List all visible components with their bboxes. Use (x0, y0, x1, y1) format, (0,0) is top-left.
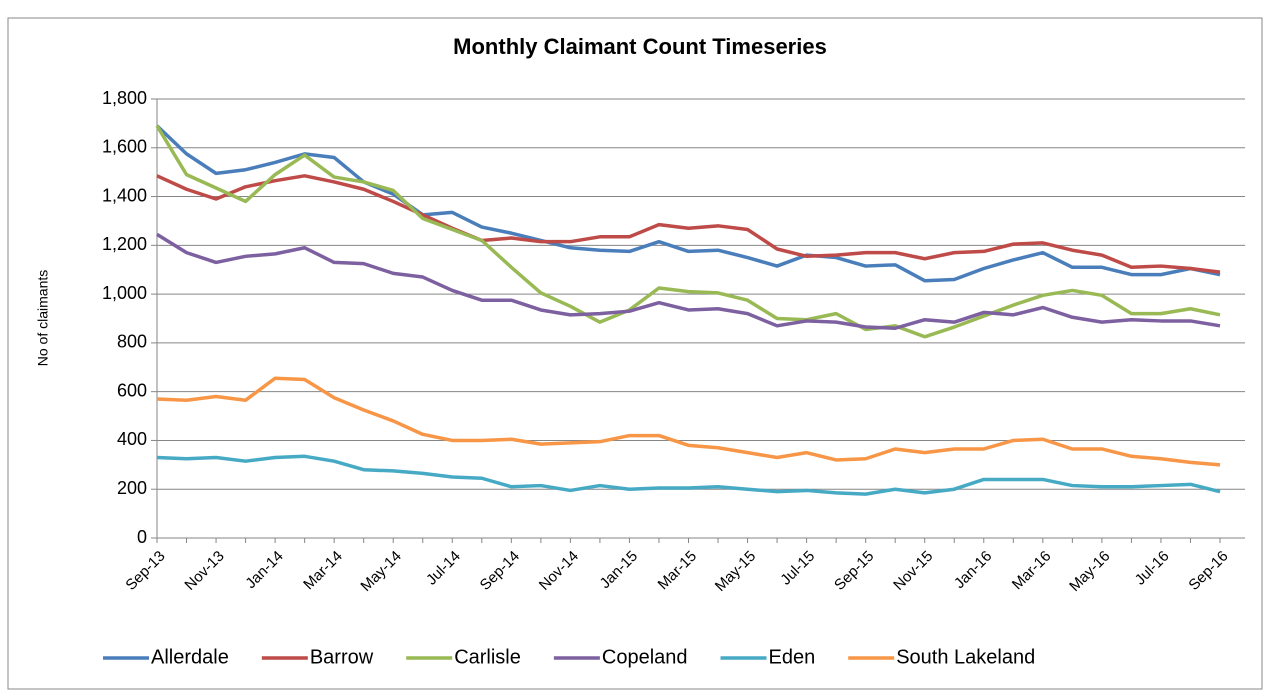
series-line (156, 232, 1221, 331)
series-line (155, 124, 1221, 283)
y-tick-label: 800 (117, 332, 147, 352)
legend-label: Carlisle (454, 646, 521, 668)
chart-border (7, 17, 1263, 690)
y-tick-label: 1,400 (102, 185, 147, 205)
legend-label: South Lakeland (896, 646, 1035, 668)
legend-label: Barrow (310, 646, 374, 668)
chart-title: Monthly Claimant Count Timeseries (453, 34, 827, 59)
y-tick-label: 200 (117, 478, 147, 498)
series-line (156, 174, 1221, 274)
series-line (156, 376, 1221, 467)
y-tick-label: 1,000 (102, 283, 147, 303)
series-line (155, 124, 1221, 339)
legend-label: Allerdale (151, 646, 229, 668)
legend-label: Copeland (602, 646, 688, 668)
y-tick-label: 0 (137, 527, 147, 547)
y-tick-label: 400 (117, 429, 147, 449)
y-tick-label: 1,800 (102, 88, 147, 108)
y-axis-label: No of claimants (35, 270, 51, 366)
y-tick-label: 1,200 (102, 234, 147, 254)
legend-label: Eden (769, 646, 816, 668)
series-line (156, 454, 1221, 496)
y-tick-label: 1,600 (102, 137, 147, 157)
y-tick-label: 600 (117, 380, 147, 400)
